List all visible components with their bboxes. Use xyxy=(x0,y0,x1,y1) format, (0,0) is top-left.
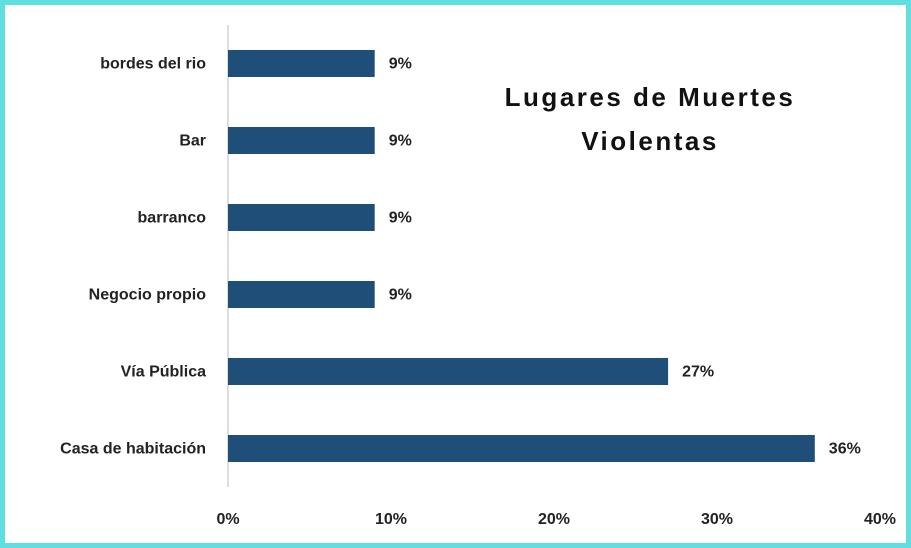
x-tick-label: 10% xyxy=(375,511,407,528)
bar xyxy=(228,50,375,77)
value-label: 27% xyxy=(682,364,714,381)
y-tick-label: Bar xyxy=(179,133,206,150)
value-label: 9% xyxy=(389,56,412,73)
x-tick-label: 0% xyxy=(216,511,239,528)
bar xyxy=(228,358,669,385)
y-tick-label: Vía Pública xyxy=(121,364,206,381)
value-label: 9% xyxy=(389,133,412,150)
chart-title: Lugares de Muertes Violentas xyxy=(504,82,796,156)
x-tick-label: 40% xyxy=(864,511,896,528)
bar xyxy=(228,127,375,154)
y-tick-label: barranco xyxy=(138,210,207,227)
bar xyxy=(228,435,815,462)
y-tick-label: Casa de habitación xyxy=(60,441,206,458)
bar xyxy=(228,281,375,308)
y-tick-label: bordes del rio xyxy=(100,56,206,73)
x-tick-label: 30% xyxy=(701,511,733,528)
value-label: 36% xyxy=(829,441,861,458)
value-label: 9% xyxy=(389,210,412,227)
value-label: 9% xyxy=(389,287,412,304)
bar xyxy=(228,204,375,231)
x-tick-label: 20% xyxy=(538,511,570,528)
y-tick-label: Negocio propio xyxy=(89,287,207,304)
chart: 0% 10% 20% 30% 40% bordes del rio 9% Bar 9% barra… xyxy=(60,25,896,528)
